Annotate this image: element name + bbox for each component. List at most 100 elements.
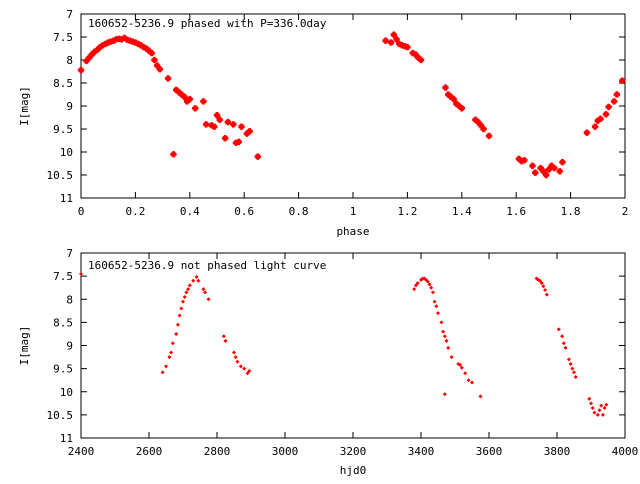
bottom-y-axis-label: I[mag]: [18, 326, 31, 366]
bottom-x-tick-label: 3800: [544, 445, 571, 458]
top-data-point: [99, 42, 106, 49]
top-data-point: [515, 155, 523, 163]
bottom-data-point: [184, 290, 189, 295]
top-y-tick-label: 8.5: [53, 77, 73, 90]
bottom-data-point: [604, 402, 609, 407]
bottom-chart: 2400 2600 2800 3000 3200 3400 3600 3800 4000 7 7.5…: [18, 247, 638, 477]
top-data-point: [181, 93, 188, 100]
bottom-data-point: [413, 283, 418, 288]
top-data-point: [540, 168, 547, 175]
bottom-data-point: [478, 394, 483, 399]
top-data-point: [156, 66, 164, 73]
top-data-point: [211, 123, 218, 130]
bottom-data-point: [541, 284, 546, 289]
bottom-data-point: [444, 338, 449, 343]
top-y-tick-label: 11: [60, 192, 73, 205]
top-y-tick-label: 10.5: [47, 169, 74, 182]
top-data-point: [254, 153, 261, 160]
bottom-data-point: [556, 327, 561, 332]
bottom-data-point: [194, 275, 199, 280]
top-data-point: [453, 100, 460, 107]
top-data-point: [404, 43, 411, 51]
top-data-point: [143, 45, 150, 52]
bottom-data-point: [196, 278, 201, 283]
bottom-data-point: [573, 374, 578, 379]
top-data-point: [382, 37, 389, 44]
bottom-x-tick-label: 3200: [340, 445, 367, 458]
bottom-data-point: [597, 408, 602, 413]
top-data-point: [610, 98, 618, 105]
top-data-point: [151, 56, 158, 64]
bottom-data-point: [560, 334, 565, 339]
top-chart: 0 0.2 0.4 0.6 0.8 1 1.2 1.4 1.6 1.8 2 7 7.5 8 8.5 9 9.5 1…: [18, 8, 628, 238]
bottom-data-point: [592, 410, 597, 415]
top-data-point: [202, 121, 210, 128]
bottom-y-tick-label: 9.5: [53, 363, 73, 376]
top-data-point: [619, 77, 626, 84]
bottom-data-point: [187, 283, 192, 288]
bottom-data-point: [429, 285, 434, 290]
bottom-x-tick-label: 2800: [204, 445, 231, 458]
top-x-tick-label: 1: [350, 205, 357, 218]
bottom-data-point: [466, 378, 471, 383]
top-data-point: [178, 91, 185, 98]
bottom-data-point: [470, 380, 474, 385]
top-data-point: [605, 103, 612, 111]
top-data-point: [96, 43, 104, 51]
bottom-data-point: [463, 371, 468, 376]
bottom-data-point: [570, 366, 575, 371]
top-data-point: [164, 75, 172, 82]
bottom-data-point: [170, 341, 175, 346]
bottom-data-point: [446, 345, 451, 350]
top-data-point: [485, 132, 493, 140]
bottom-data-point: [436, 311, 440, 316]
bottom-data-point: [439, 320, 444, 325]
bottom-data-point: [175, 322, 180, 327]
bottom-data-point: [538, 278, 542, 283]
top-data-point: [235, 138, 242, 146]
bottom-data-point: [179, 306, 184, 311]
bottom-y-tick-label: 10: [60, 386, 73, 399]
bottom-data-point: [441, 329, 446, 334]
top-data-point: [137, 42, 145, 49]
top-data-point: [213, 112, 221, 119]
bottom-data-point: [432, 299, 437, 304]
bottom-data-point: [181, 299, 185, 304]
top-data-point: [88, 51, 96, 58]
top-x-tick-label: 0.4: [180, 205, 200, 218]
bottom-y-tick-label: 11: [60, 432, 73, 445]
top-data-point: [145, 47, 153, 54]
bottom-x-tick-label: 3000: [272, 445, 299, 458]
bottom-data-point: [245, 371, 250, 376]
top-data-point: [477, 122, 485, 129]
bottom-data-point: [589, 401, 593, 406]
bottom-plot-frame: [80, 252, 626, 439]
top-x-tick-label: 1.2: [397, 205, 417, 218]
bottom-data-point: [459, 365, 464, 370]
bottom-data-point: [186, 287, 191, 292]
top-y-tick-label: 8: [66, 54, 73, 67]
bottom-x-tick-label: 2400: [68, 445, 95, 458]
top-y-tick-label: 9.5: [53, 123, 73, 136]
bottom-data-point: [223, 338, 228, 343]
bottom-data-point: [442, 392, 447, 397]
top-x-tick-label: 0.2: [125, 205, 145, 218]
top-x-tick-label: 0.6: [234, 205, 254, 218]
top-x-tick-label: 0: [78, 205, 85, 218]
bottom-data-point: [561, 341, 566, 346]
bottom-data-point: [169, 350, 174, 355]
bottom-data-point: [167, 355, 172, 360]
bottom-data-point: [242, 366, 247, 371]
bottom-data-point: [412, 287, 417, 292]
top-data-point: [480, 125, 487, 133]
top-data-point: [417, 56, 425, 64]
bottom-data-point: [587, 396, 592, 401]
top-x-tick-label: 1.4: [452, 205, 472, 218]
top-data-point: [224, 118, 232, 126]
top-data-point: [455, 102, 463, 110]
top-data-point: [396, 40, 403, 48]
top-data-point: [121, 34, 128, 42]
top-y-axis-label: I[mag]: [18, 86, 31, 126]
